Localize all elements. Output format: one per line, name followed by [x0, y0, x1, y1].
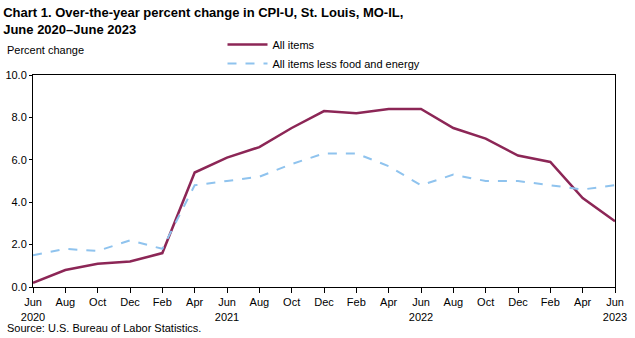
svg-text:Jun2022: Jun2022: [409, 296, 433, 322]
svg-text:Oct: Oct: [477, 296, 494, 308]
svg-text:Jun2023: Jun2023: [603, 296, 627, 322]
svg-text:Apr: Apr: [186, 296, 203, 308]
svg-text:Dec: Dec: [508, 296, 528, 308]
svg-text:All items: All items: [273, 39, 315, 51]
svg-text:Feb: Feb: [153, 296, 172, 308]
svg-text:6.0: 6.0: [12, 154, 27, 166]
svg-text:Chart 1. Over-the-year percent: Chart 1. Over-the-year percent change in…: [3, 5, 403, 37]
svg-text:Oct: Oct: [283, 296, 300, 308]
svg-text:Percent change: Percent change: [7, 44, 84, 56]
svg-text:Feb: Feb: [541, 296, 560, 308]
svg-text:4.0: 4.0: [12, 196, 27, 208]
svg-text:0.0: 0.0: [12, 281, 27, 293]
svg-text:Aug: Aug: [250, 296, 270, 308]
svg-text:All items less food and energy: All items less food and energy: [273, 58, 420, 70]
svg-text:Aug: Aug: [56, 296, 76, 308]
svg-text:Jun2021: Jun2021: [215, 296, 239, 322]
svg-text:Aug: Aug: [444, 296, 464, 308]
svg-text:Dec: Dec: [120, 296, 140, 308]
svg-text:Jun2020: Jun2020: [21, 296, 45, 322]
svg-text:Apr: Apr: [574, 296, 591, 308]
svg-text:2.0: 2.0: [12, 238, 27, 250]
svg-text:Dec: Dec: [314, 296, 334, 308]
svg-text:8.0: 8.0: [12, 111, 27, 123]
svg-text:10.0: 10.0: [5, 69, 26, 81]
svg-text:Apr: Apr: [380, 296, 397, 308]
svg-text:Oct: Oct: [89, 296, 106, 308]
svg-text:Source: U.S. Bureau of Labor S: Source: U.S. Bureau of Labor Statistics.: [7, 322, 201, 334]
svg-text:Feb: Feb: [347, 296, 366, 308]
